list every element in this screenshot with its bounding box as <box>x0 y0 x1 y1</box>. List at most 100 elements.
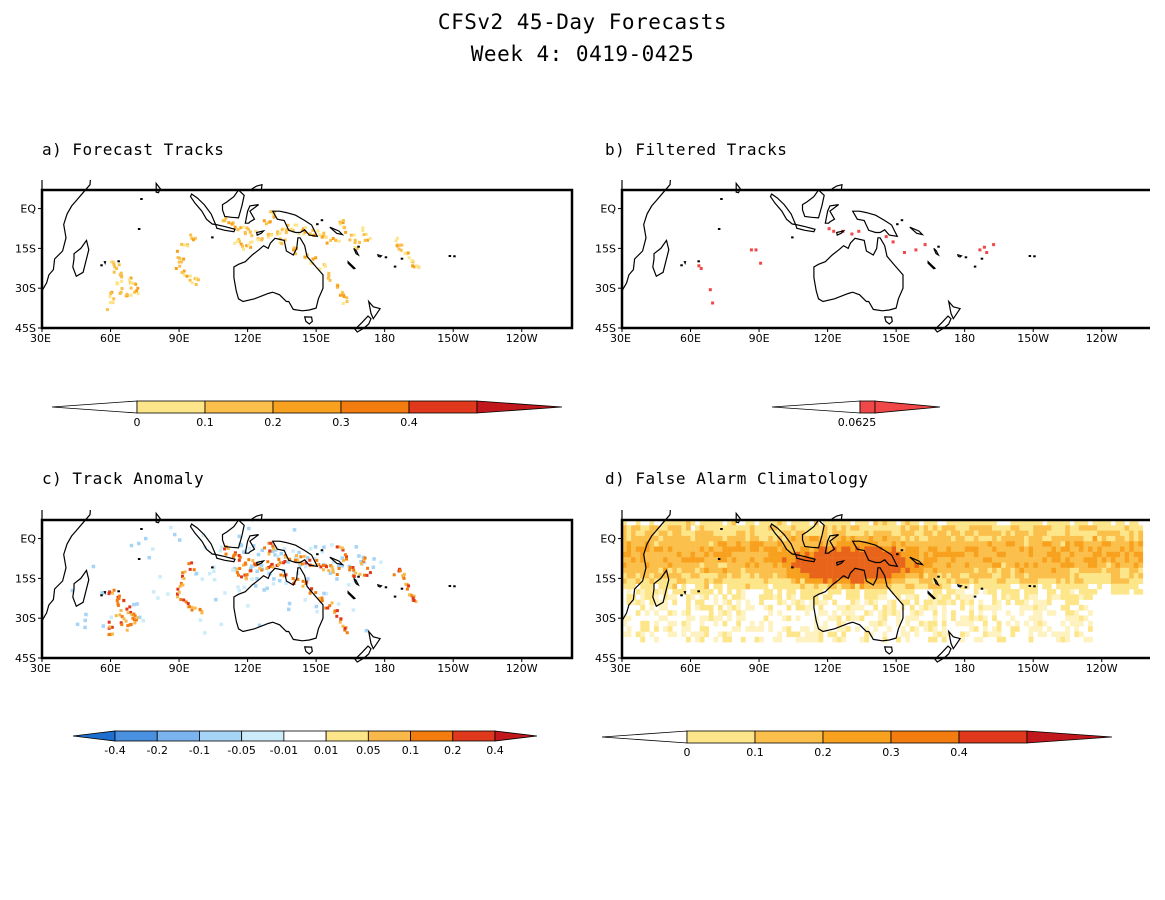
island-mark <box>453 585 456 588</box>
solomon-islands-coastline <box>329 226 345 236</box>
madagascar-coastline <box>652 238 670 278</box>
borneo-coastline <box>221 519 245 549</box>
map-frame <box>40 188 574 330</box>
island-mark <box>717 558 721 560</box>
colorbar-segment <box>452 730 496 742</box>
new-guinea-coastline <box>851 210 899 238</box>
colorbar-min-triangle <box>72 730 116 742</box>
colorbar-segment <box>822 730 892 744</box>
vanuatu-coastline <box>353 577 360 587</box>
island-mark <box>896 223 899 226</box>
x-tick-label: 150W <box>437 662 469 675</box>
colorbar-max-triangle <box>494 730 538 742</box>
africa-coastline <box>621 180 671 294</box>
island-mark <box>791 236 794 239</box>
y-tick-label: 15S <box>595 572 616 585</box>
australia-coastline <box>813 567 904 642</box>
island-mark <box>393 595 397 598</box>
x-tick-label: 120E <box>814 332 842 345</box>
new-caledonia-coastline <box>927 260 937 270</box>
africa-coastline <box>41 510 91 624</box>
panel-a-map: 30E 60E 90E 120E 150E 180 150W 120W EQ 15S 30S 45S <box>15 180 574 345</box>
island-mark <box>980 587 984 590</box>
island-mark <box>453 255 456 258</box>
colorbar-segment <box>114 730 158 742</box>
vanuatu-coastline <box>933 577 940 587</box>
island-mark <box>697 590 700 593</box>
madagascar-coastline <box>72 568 90 608</box>
java-coastline <box>214 553 236 563</box>
java-coastline <box>794 223 816 233</box>
y-tick-label: 45S <box>595 322 616 335</box>
island-mark <box>680 594 683 597</box>
x-tick-label: 150E <box>302 662 330 675</box>
colorbar-tick-label: 0 <box>684 746 691 759</box>
colorbar-tick-label: 0.4 <box>400 416 418 429</box>
island-mark <box>1033 255 1036 258</box>
island-mark <box>680 264 683 267</box>
x-tick-label: 120E <box>814 662 842 675</box>
timor-coastline <box>256 559 266 566</box>
colorbar-tick-label: -0.1 <box>189 744 210 757</box>
coastlines <box>41 180 383 333</box>
colorbar-segment <box>136 400 206 414</box>
colorbar-tick-label: 0.1 <box>402 744 420 757</box>
colorbar-max-triangle <box>476 400 563 414</box>
x-tick-label: 180 <box>954 662 975 675</box>
madagascar-coastline <box>652 568 670 608</box>
timor-coastline <box>256 229 266 236</box>
x-tick-label: 90E <box>169 332 190 345</box>
colorbar-tick-label: 0.1 <box>746 746 764 759</box>
island-mark <box>384 586 388 589</box>
colorbar-tick-label: 0.3 <box>882 746 900 759</box>
x-tick-label: 150W <box>1017 332 1049 345</box>
colorbar-tick-label: 0.4 <box>950 746 968 759</box>
solomon-islands-coastline <box>909 556 925 566</box>
colorbar-tick-label: 0.2 <box>814 746 832 759</box>
new-zealand-north-coastline <box>367 299 382 320</box>
sumatra-coastline <box>189 523 217 556</box>
island-mark <box>100 264 103 267</box>
map-frame <box>40 518 574 660</box>
x-tick-label: 60E <box>100 332 121 345</box>
colorbar-segment <box>410 730 454 742</box>
sumatra-coastline <box>769 193 797 226</box>
colorbar-segment <box>408 400 478 414</box>
island-mark <box>137 558 141 560</box>
island-mark <box>140 528 143 530</box>
map-frame <box>620 188 1150 330</box>
x-tick-label: 120E <box>234 662 262 675</box>
colorbar-segment <box>204 400 274 414</box>
island-mark <box>393 265 397 268</box>
colorbar-tick-label: -0.05 <box>227 744 255 757</box>
colorbar-tick-label: 0.4 <box>486 744 504 757</box>
new-guinea-coastline <box>271 210 319 238</box>
map-frame <box>620 518 1150 660</box>
island-mark <box>140 198 143 200</box>
colorbar-tick-label: 0.1 <box>196 416 214 429</box>
colorbar-segment <box>199 730 243 742</box>
panel-d-map: 30E 60E 90E 120E 150E 180 150W 120W EQ 15S 30S 45S <box>595 510 1150 675</box>
island-mark <box>980 257 984 260</box>
fiji-coastline <box>956 583 963 588</box>
colorbar-tick-label: 0.3 <box>332 416 350 429</box>
island-mark <box>720 528 723 530</box>
x-tick-label: 150E <box>882 332 910 345</box>
island-mark <box>973 265 977 268</box>
island-mark <box>717 228 721 230</box>
island-mark <box>448 255 452 257</box>
island-mark <box>697 260 700 263</box>
y-tick-label: 45S <box>595 652 616 665</box>
figure-title-line1: CFSv2 45-Day Forecasts <box>437 10 728 34</box>
island-mark <box>320 219 324 222</box>
new-zealand-north-coastline <box>947 299 962 320</box>
africa-coastline <box>41 180 91 294</box>
new-caledonia-coastline <box>347 590 357 600</box>
y-tick-label: EQ <box>600 533 616 546</box>
colorbar-tick-label: 0.2 <box>444 744 462 757</box>
x-tick-label: 120E <box>234 332 262 345</box>
colorbar-segment <box>241 730 285 742</box>
coastlines <box>621 510 963 663</box>
timor-coastline <box>836 229 846 236</box>
colorbar-min-triangle <box>601 730 688 744</box>
